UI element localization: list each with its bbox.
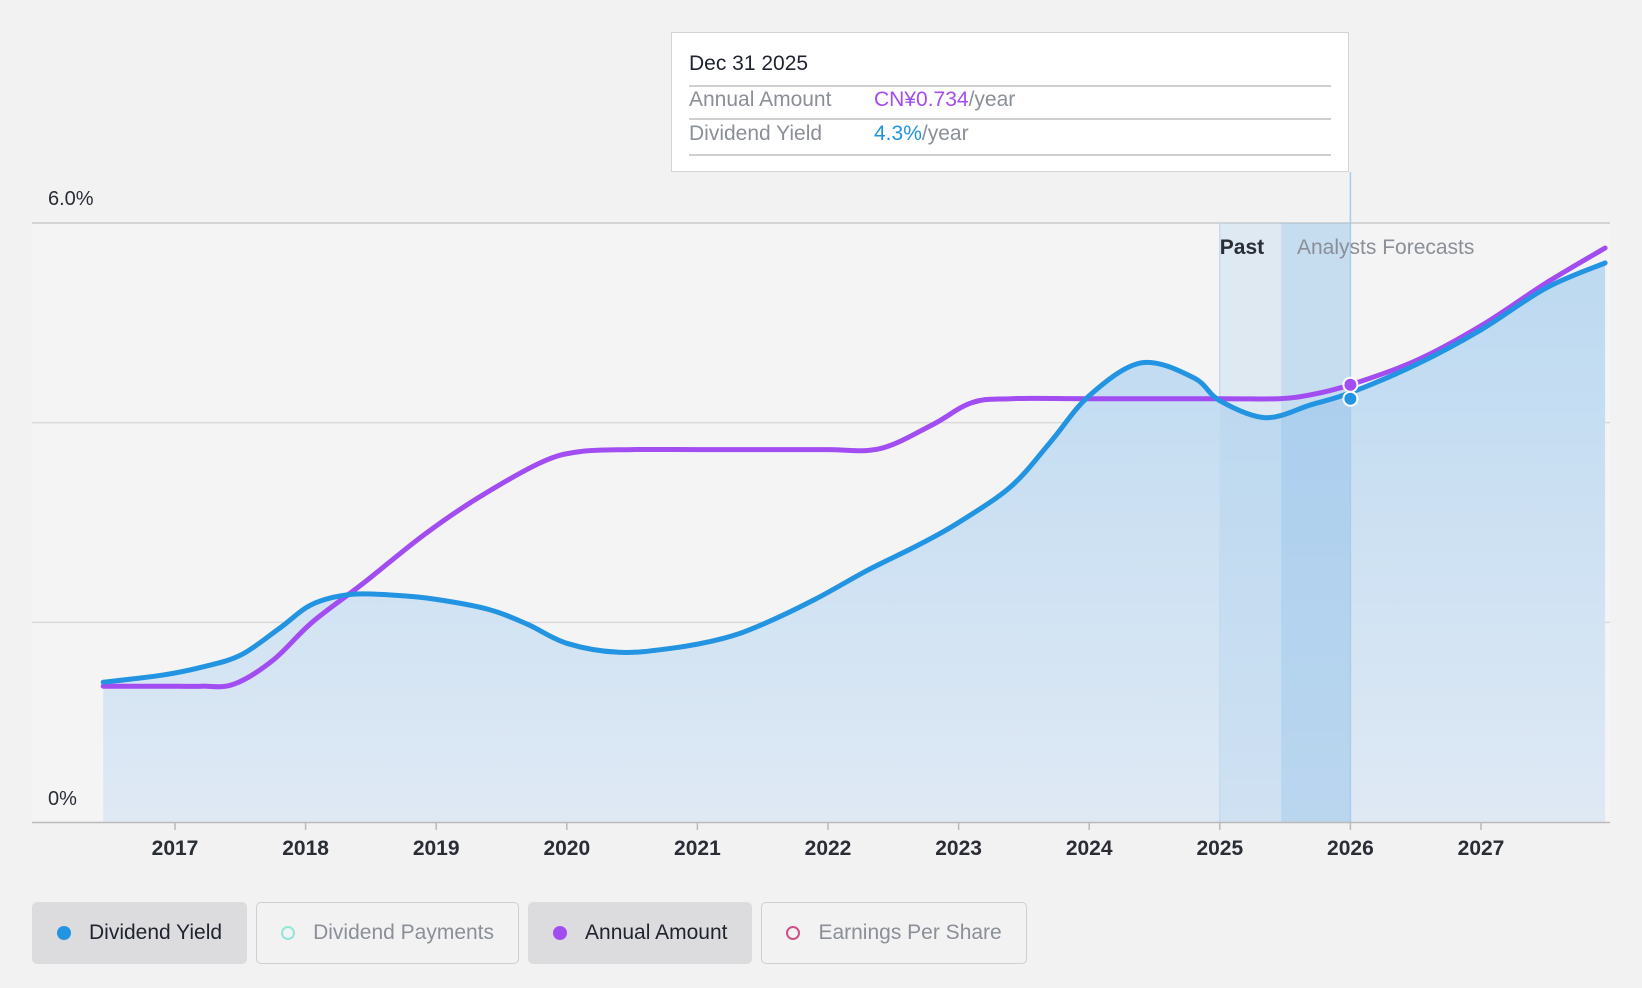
y-axis-top-label: 6.0% — [48, 188, 94, 210]
highlight-markers — [1342, 376, 1359, 407]
tooltip-divider — [689, 154, 1331, 156]
dividend-yield-suffix: /year — [921, 122, 969, 145]
legend-annual-amount[interactable]: Annual Amount — [528, 902, 753, 964]
dividend-yield-value: 4.3% — [874, 122, 922, 145]
legend: Dividend Yield Dividend Payments Annual … — [32, 902, 1027, 964]
legend-earnings-per-share[interactable]: Earnings Per Share — [761, 902, 1027, 964]
past-forecast-bands — [1219, 172, 1352, 822]
annual-amount-line — [100, 245, 1608, 690]
past-label: Past — [1220, 236, 1264, 259]
dividend-yield-marker — [1342, 390, 1359, 407]
x-tick-label: 2024 — [1066, 837, 1113, 860]
x-tick-label: 2027 — [1458, 837, 1505, 860]
annual-amount-dot-icon — [553, 926, 568, 940]
x-tick-label: 2020 — [543, 837, 590, 860]
past-band — [1219, 223, 1282, 822]
tooltip-date: Dec 31 2025 — [689, 52, 809, 75]
tooltip-divider — [689, 85, 1331, 87]
dividend-yield-line — [100, 260, 1608, 685]
x-tick-label: 2026 — [1327, 837, 1374, 860]
tooltip-yield-value: 4.3%/year — [874, 122, 969, 146]
series-lines — [100, 245, 1608, 690]
legend-label: Dividend Yield — [89, 921, 223, 944]
legend-dividend-yield[interactable]: Dividend Yield — [32, 902, 248, 964]
analysts-forecasts-label: Analysts Forecasts — [1297, 236, 1474, 259]
legend-dividend-payments[interactable]: Dividend Payments — [256, 902, 520, 964]
dividend-payments-ring-icon — [281, 926, 296, 940]
y-axis-bottom-label: 0% — [48, 788, 77, 810]
legend-label: Annual Amount — [585, 921, 728, 944]
chart-labels: 6.0% 0% Past Analysts Forecasts — [48, 188, 1474, 810]
annual-amount-value: CN¥0.734 — [874, 88, 969, 111]
x-tick-label: 2019 — [413, 837, 460, 860]
x-tick-label: 2017 — [152, 837, 199, 860]
tooltip-annual-label: Annual Amount — [689, 88, 832, 111]
forecast-band — [1281, 223, 1351, 822]
annual-amount-marker — [1342, 376, 1359, 393]
x-tick-label: 2022 — [805, 837, 852, 860]
tooltip-annual-value: CN¥0.734/year — [874, 88, 1015, 112]
x-tick-label: 2018 — [282, 837, 329, 860]
dividend-yield-area — [103, 262, 1606, 822]
tooltip-yield-label: Dividend Yield — [689, 122, 823, 145]
earnings-per-share-ring-icon — [786, 926, 801, 940]
annual-amount-suffix: /year — [968, 88, 1016, 111]
tooltip-divider — [689, 118, 1331, 120]
x-axis: 2017 2018 2019 2020 2021 2022 2023 2024 2025 2026… — [32, 821, 1610, 860]
x-tick-label: 2021 — [674, 837, 721, 860]
dividend-yield-dot-icon — [57, 926, 71, 940]
yield-area — [103, 262, 1606, 822]
tooltip: Dec 31 2025 Annual Amount CN¥0.734/year … — [671, 32, 1349, 172]
x-tick-label: 2025 — [1196, 837, 1243, 860]
dividend-chart: 2017 2018 2019 2020 2021 2022 2023 2024 2025 2026… — [32, 172, 1610, 860]
x-tick-label: 2023 — [935, 837, 982, 860]
legend-label: Earnings Per Share — [818, 921, 1002, 944]
legend-label: Dividend Payments — [313, 921, 495, 944]
